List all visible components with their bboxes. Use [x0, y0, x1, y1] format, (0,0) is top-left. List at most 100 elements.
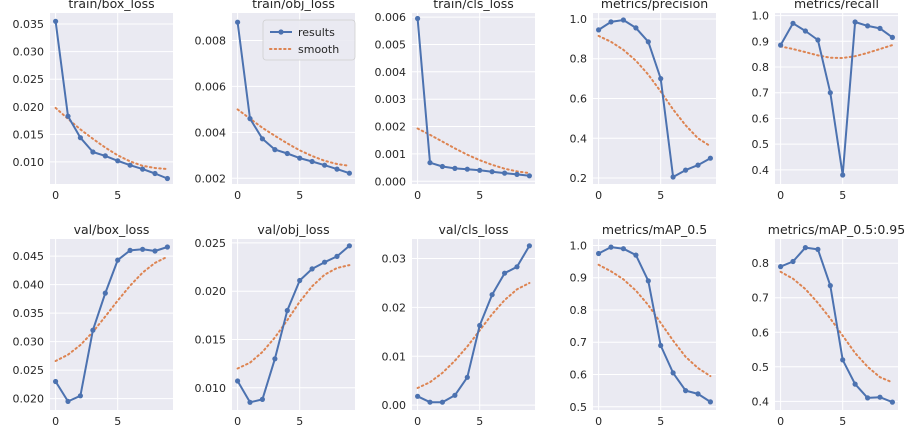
subplot-title: val/cls_loss — [439, 222, 509, 237]
results-data-point — [865, 395, 871, 401]
results-data-point — [272, 147, 278, 153]
results-data-point — [127, 162, 133, 168]
results-data-point — [452, 165, 458, 171]
results-data-point — [346, 243, 352, 249]
results-data-point — [815, 246, 821, 252]
results-data-point — [514, 171, 520, 177]
results-data-point — [427, 399, 433, 405]
y-tick-label: 0.9 — [570, 272, 588, 285]
y-tick-label: 0.4 — [570, 132, 588, 145]
y-tick-label: 0.8 — [752, 61, 770, 74]
results-data-point — [790, 20, 796, 26]
results-data-point — [152, 170, 158, 177]
subplot-metrics-precision: 0 5 0.2 0.4 0.6 0.8 1.0 metrics/precision — [570, 0, 716, 202]
y-tick-label: 0.035 — [13, 307, 45, 320]
y-tick-label: 0.010 — [195, 382, 227, 395]
results-data-point — [53, 18, 59, 24]
results-data-point — [309, 158, 315, 165]
y-tick-label: 0.001 — [375, 148, 407, 161]
results-data-point — [802, 245, 809, 251]
y-tick-label: 0.025 — [195, 237, 227, 250]
results-data-point — [284, 150, 290, 157]
x-tick-label: 5 — [476, 189, 483, 202]
results-data-point — [297, 155, 303, 161]
y-tick-label: 0.003 — [375, 93, 407, 106]
results-data-point — [889, 34, 896, 41]
y-tick-label: 0.8 — [570, 304, 588, 317]
x-tick-label: 0 — [777, 415, 784, 428]
results-data-point — [322, 259, 328, 265]
results-series-line — [779, 21, 893, 176]
subplot-title: metrics/mAP_0.5 — [602, 222, 707, 237]
y-tick-label: 0.025 — [13, 364, 45, 377]
y-tick-label: 0.6 — [752, 112, 770, 125]
results-data-point — [489, 292, 495, 298]
legend-results-marker — [278, 29, 284, 35]
results-data-point — [778, 264, 784, 270]
plot-area — [775, 13, 898, 184]
subplot-val-obj-loss: 0 5 0.010 0.015 0.020 0.025 val/obj_loss — [195, 222, 355, 428]
results-data-point — [608, 244, 614, 250]
results-series-line — [598, 19, 711, 178]
x-tick-label: 0 — [234, 415, 241, 428]
subplot-val-cls-loss: 0 5 0.00 0.01 0.02 0.03 val/cls_loss — [382, 222, 535, 428]
results-data-point — [802, 28, 809, 34]
x-tick-label: 0 — [595, 189, 602, 202]
results-data-point — [489, 169, 495, 175]
results-data-point — [102, 153, 108, 159]
plot-area — [50, 13, 173, 184]
results-data-point — [152, 248, 158, 254]
results-series-line — [416, 18, 530, 177]
x-tick-label: 0 — [52, 415, 59, 428]
y-tick-label: 1.0 — [570, 240, 588, 253]
results-data-point — [608, 19, 614, 25]
x-tick-label: 0 — [52, 189, 59, 202]
subplot-grid: 0 50.0100.0150.0200.0250.0300.035train/bo… — [13, 0, 906, 428]
results-data-point — [309, 266, 315, 272]
subplot-metrics-map-0-5: 0 5 0.5 0.6 0.7 0.8 0.9 1.0 metrics/mAP_0.5 — [570, 222, 716, 428]
results-series-line — [54, 246, 168, 403]
results-data-point — [452, 392, 458, 398]
y-tick-label: 0.004 — [195, 126, 227, 139]
results-data-point — [477, 167, 483, 173]
results-data-point — [526, 243, 533, 249]
y-tick-label: 0.01 — [382, 350, 407, 363]
y-tick-label: 0.015 — [195, 334, 227, 347]
results-data-point — [115, 158, 121, 164]
x-tick-label: 5 — [296, 415, 303, 428]
x-tick-label: 0 — [595, 415, 602, 428]
results-data-point — [235, 378, 241, 384]
y-tick-label: 0.002 — [195, 172, 227, 185]
y-tick-label: 0.9 — [752, 35, 770, 48]
y-tick-label: 0.025 — [13, 73, 45, 86]
results-data-point — [620, 17, 627, 23]
results-data-point — [645, 278, 651, 284]
results-data-point — [526, 173, 533, 179]
results-data-point — [889, 399, 896, 405]
y-tick-label: 0.020 — [13, 101, 45, 114]
y-tick-label: 0.005 — [375, 39, 407, 52]
x-tick-label: 0 — [414, 189, 421, 202]
y-tick-label: 0.006 — [195, 80, 227, 93]
results-data-point — [670, 370, 676, 376]
subplot-val-box-loss: 0 5 0.020 0.025 0.030 0.035 0.040 0.045 val/box_… — [13, 222, 173, 428]
x-tick-label: 5 — [296, 189, 303, 202]
results-data-point — [259, 136, 265, 142]
results-data-point — [596, 27, 602, 33]
results-data-point — [633, 252, 639, 258]
subplot-title: val/box_loss — [74, 222, 150, 237]
results-data-point — [502, 170, 508, 176]
results-data-point — [164, 244, 170, 250]
smooth-series-line — [54, 106, 169, 171]
smooth-series-line — [236, 108, 351, 167]
smooth-series-line — [779, 44, 894, 60]
results-data-point — [439, 399, 445, 405]
y-tick-label: 0.030 — [13, 336, 45, 349]
x-tick-label: 0 — [777, 189, 784, 202]
results-data-point — [115, 257, 121, 263]
results-data-point — [464, 374, 470, 380]
results-data-point — [297, 277, 303, 284]
results-data-point — [53, 378, 59, 385]
results-data-point — [140, 246, 146, 252]
